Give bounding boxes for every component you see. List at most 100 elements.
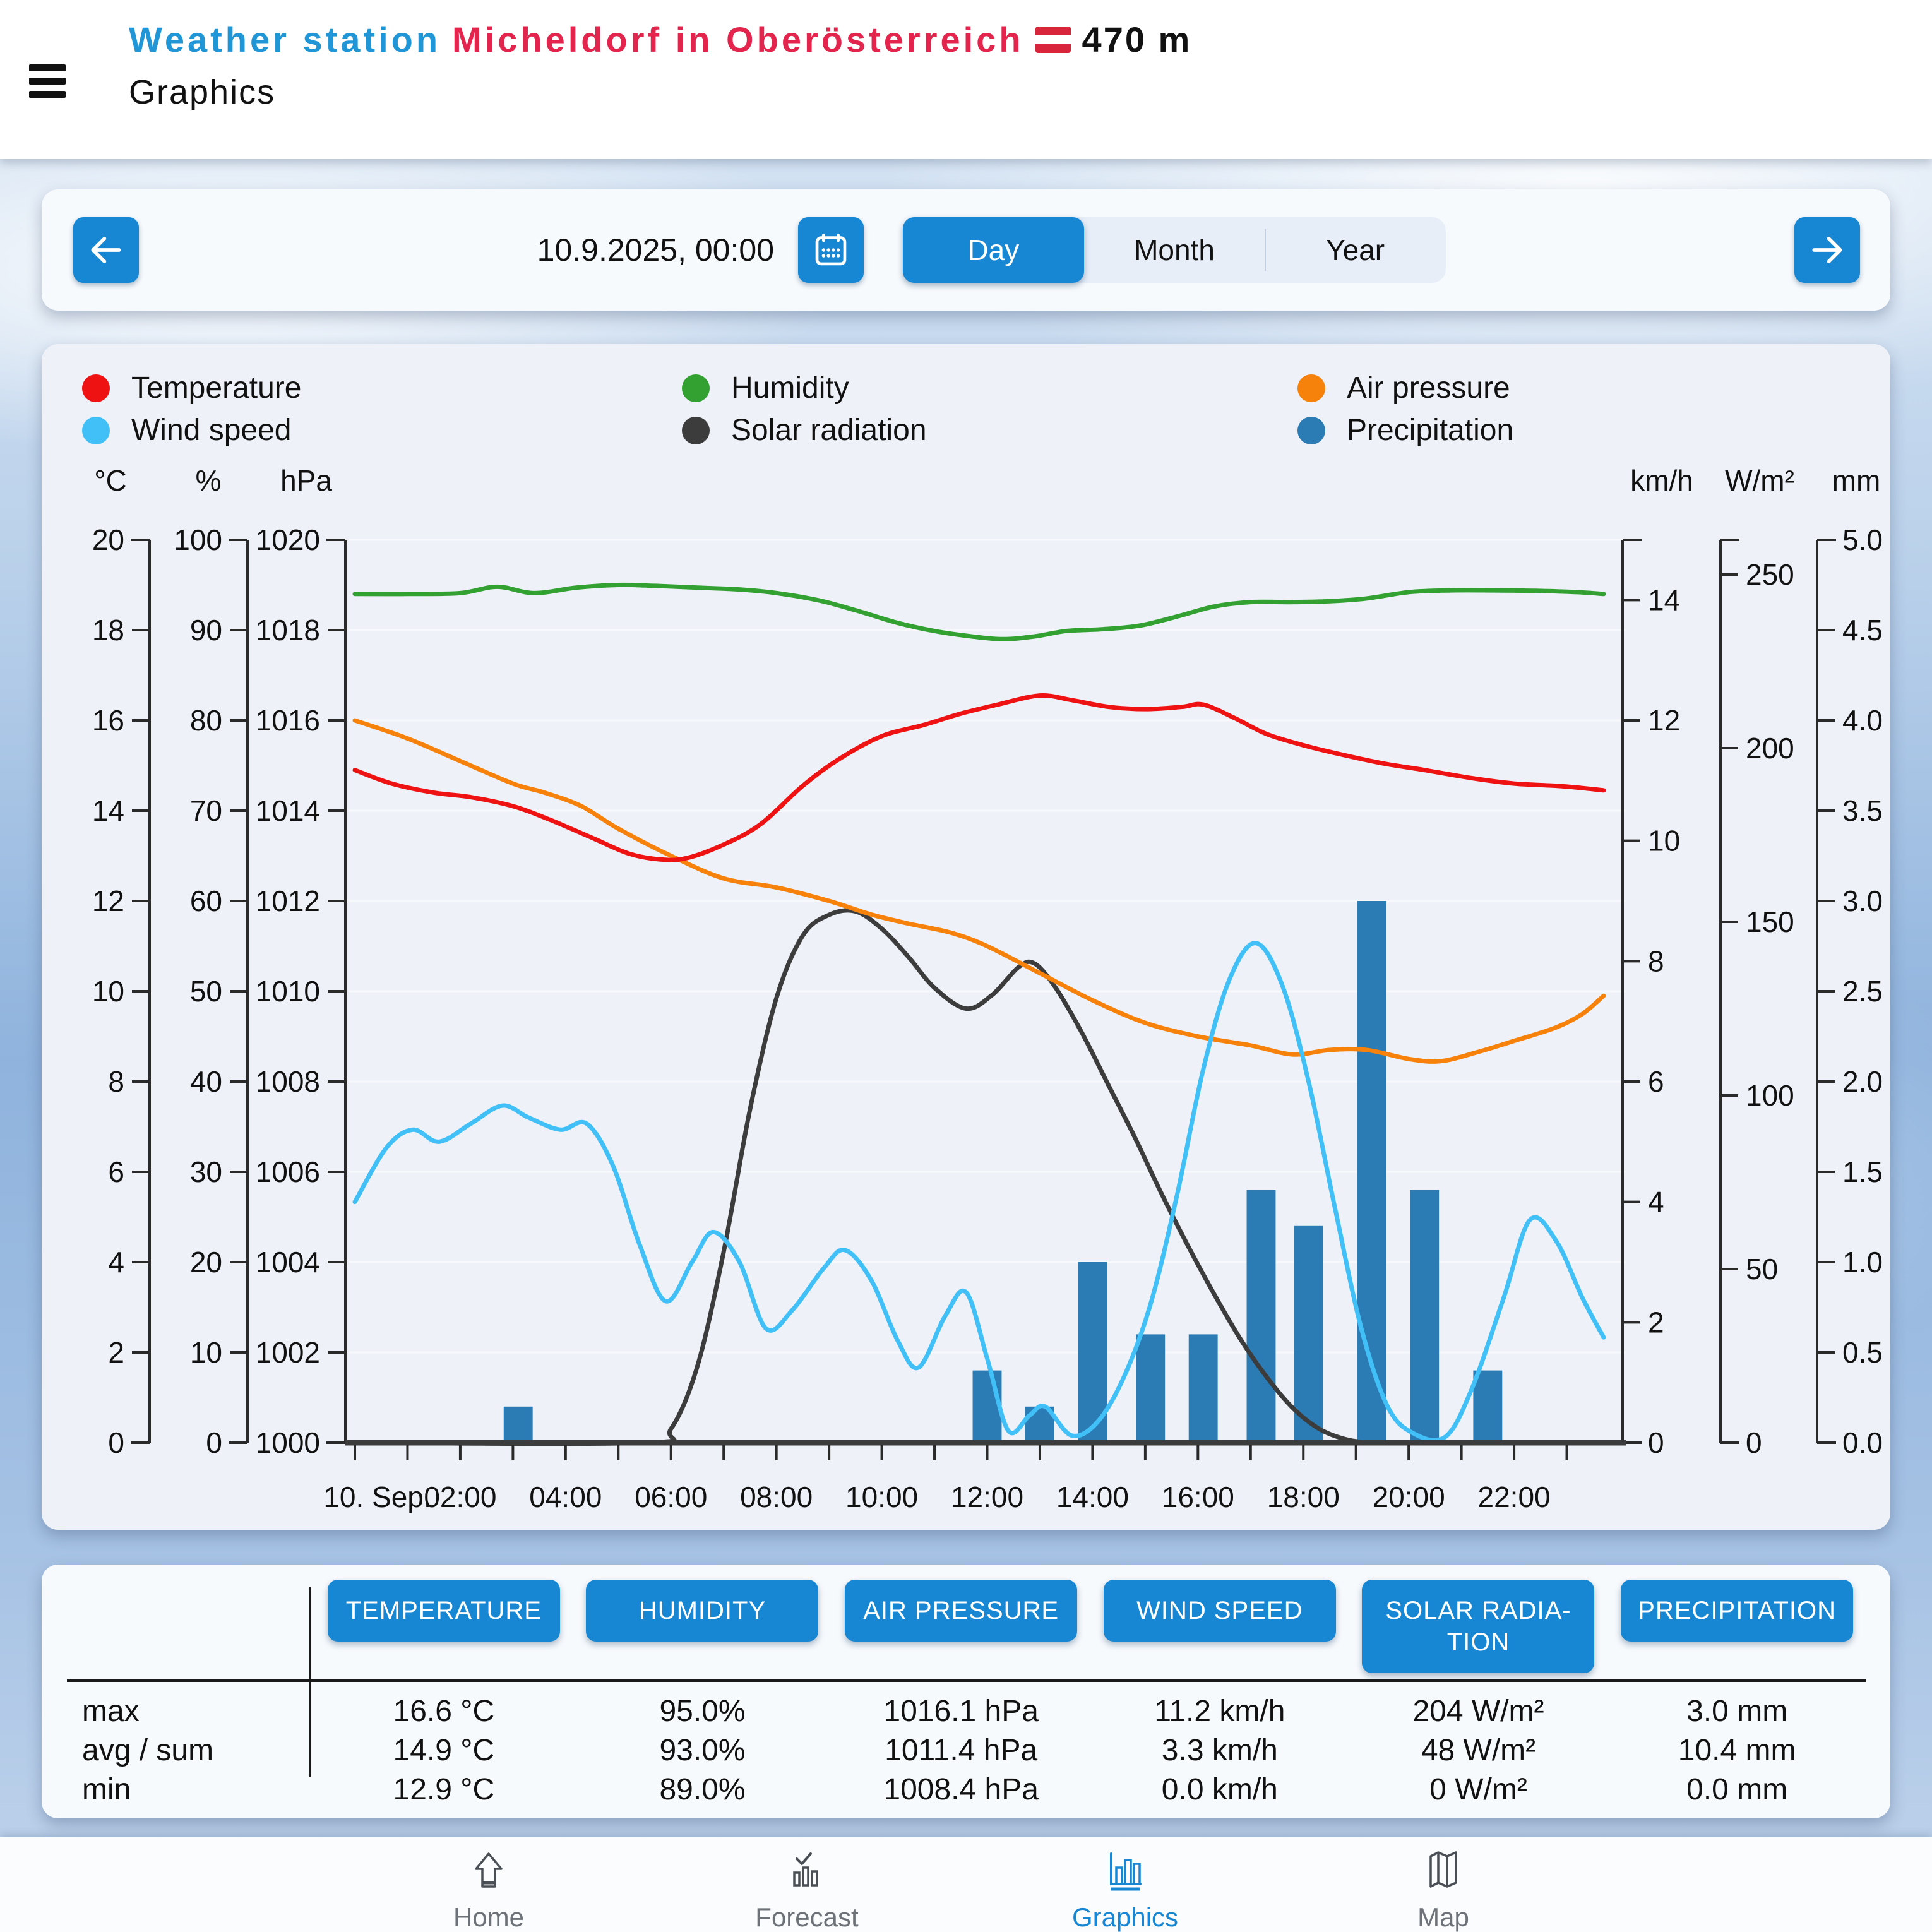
axis-tick-label: 2.0 <box>1842 1065 1883 1098</box>
legend-dot-icon <box>82 416 110 444</box>
nav-label: Graphics <box>1071 1902 1179 1932</box>
axis-unit-label: hPa <box>280 464 332 497</box>
precipitation-bar[interactable] <box>1136 1334 1166 1443</box>
nav-item-graphics[interactable]: Graphics <box>1029 1837 1221 1932</box>
stats-column-button-temperature[interactable]: TEMPERATURE <box>327 1580 560 1642</box>
axis-tick-label: 100 <box>174 523 222 556</box>
x-axis-time-label: 06:00 <box>635 1481 707 1513</box>
axis-tick-label: 1010 <box>256 975 320 1008</box>
axis-tick-label: 30 <box>190 1155 222 1188</box>
station-altitude: 470 m <box>1082 20 1192 59</box>
legend-dot-icon <box>1297 374 1325 402</box>
precipitation-bar[interactable] <box>1188 1334 1218 1443</box>
chart-card: Temperature Wind speed Humidity Solar radia… <box>42 344 1890 1530</box>
stats-value: 93.0% <box>659 1733 746 1767</box>
axis-unit-label: % <box>196 464 222 497</box>
precipitation-bar[interactable] <box>972 1370 1002 1443</box>
axis-tick-label: 2 <box>1648 1306 1664 1339</box>
legend-label: Humidity <box>731 371 849 405</box>
x-axis-time-label: 02:00 <box>424 1481 496 1513</box>
previous-day-button[interactable] <box>73 217 139 283</box>
axis-tick-label: 60 <box>190 885 222 917</box>
legend-column: Air pressure Precipitation <box>1297 371 1890 448</box>
axis-tick-label: 3.0 <box>1842 885 1883 917</box>
arrow-right-icon <box>1812 237 1842 263</box>
precipitation-bar[interactable] <box>1246 1190 1276 1443</box>
precipitation-bar[interactable] <box>1473 1370 1503 1443</box>
range-option-day[interactable]: Day <box>903 217 1084 283</box>
series-line-temperature[interactable] <box>352 693 1606 862</box>
axis-tick-label: 1012 <box>256 885 320 917</box>
axis-tick-label: 0.0 <box>1842 1426 1883 1459</box>
precipitation-bar[interactable] <box>1294 1225 1323 1443</box>
stats-value: 89.0% <box>659 1772 746 1806</box>
stats-value: 0.0 km/h <box>1161 1772 1278 1806</box>
legend-item-solar-radiation[interactable]: Solar radiation <box>682 413 1297 448</box>
axis-tick-label: 200 <box>1746 732 1794 765</box>
stats-value: 14.9 °C <box>393 1733 495 1767</box>
axis-tick-label: 80 <box>190 704 222 737</box>
nav-label: Forecast <box>755 1902 859 1932</box>
stats-value: 1011.4 hPa <box>885 1733 1038 1767</box>
legend-label: Temperature <box>131 371 302 405</box>
axis-tick-label: 50 <box>1746 1253 1778 1285</box>
page-subtitle: Graphics <box>129 73 276 111</box>
legend-item-precipitation[interactable]: Precipitation <box>1297 413 1890 448</box>
axis-tick-label: 40 <box>190 1065 222 1098</box>
axis-tick-label: 12 <box>92 885 124 917</box>
axis-tick-label: 0 <box>1648 1426 1664 1459</box>
axis-tick-label: 6 <box>1648 1065 1664 1098</box>
legend-item-wind-speed[interactable]: Wind speed <box>82 413 682 448</box>
austria-flag-icon <box>1035 26 1071 53</box>
axis-tick-label: 250 <box>1746 558 1794 591</box>
axis-tick-label: 14 <box>1648 583 1680 616</box>
nav-item-forecast[interactable]: Forecast <box>711 1837 903 1932</box>
range-option-month[interactable]: Month <box>1083 217 1265 283</box>
next-day-button[interactable] <box>1794 217 1860 283</box>
map-icon <box>1419 1846 1467 1896</box>
current-date[interactable]: 10.9.2025, 00:00 <box>537 232 774 268</box>
stats-column-button-solar-radia-tion[interactable]: SOLAR RADIA- TION <box>1362 1580 1595 1673</box>
page-title: Weather station Micheldorf in Oberösterr… <box>129 19 1191 112</box>
axis-tick-label: 4 <box>108 1246 124 1279</box>
nav-item-home[interactable]: Home <box>393 1837 585 1932</box>
stats-value: 0.0 mm <box>1686 1772 1788 1806</box>
series-line-wind-speed[interactable] <box>352 941 1606 1443</box>
forecast-icon <box>783 1846 831 1896</box>
stats-column-button-humidity[interactable]: HUMIDITY <box>586 1580 819 1642</box>
legend-dot-icon <box>682 374 710 402</box>
bottom-navigation: Home Forecast Graphics Map <box>0 1837 1932 1932</box>
axis-tick-label: 14 <box>92 794 124 827</box>
stats-column-button-precipitation[interactable]: PRECIPITATION <box>1621 1580 1854 1642</box>
precipitation-bar[interactable] <box>1410 1190 1440 1443</box>
axis-tick-label: 1006 <box>256 1155 320 1188</box>
legend-label: Wind speed <box>131 414 292 447</box>
legend-label: Solar radiation <box>731 414 927 447</box>
stats-value: 10.4 mm <box>1678 1733 1796 1767</box>
stats-value: 48 W/m² <box>1421 1733 1536 1767</box>
nav-item-map[interactable]: Map <box>1347 1837 1539 1932</box>
precipitation-bar[interactable] <box>1357 901 1386 1443</box>
axis-tick-label: 2 <box>108 1336 124 1369</box>
x-axis-time-label: 22:00 <box>1478 1481 1551 1513</box>
axis-tick-label: 50 <box>190 975 222 1008</box>
axis-tick-label: 3.5 <box>1842 794 1883 827</box>
axis-unit-label: mm <box>1832 464 1881 497</box>
axis-tick-label: 1014 <box>256 794 320 827</box>
series-line-air-pressure[interactable] <box>352 718 1606 1064</box>
series-line-solar-radiation[interactable] <box>352 908 1606 1446</box>
legend-item-temperature[interactable]: Temperature <box>82 371 682 405</box>
axis-tick-label: 4.0 <box>1842 704 1883 737</box>
series-line-humidity[interactable] <box>352 582 1606 641</box>
legend-item-air-pressure[interactable]: Air pressure <box>1297 371 1890 405</box>
weather-chart[interactable]: °C02468101214161820%01020304050607080901… <box>42 451 1890 1531</box>
stats-column-button-wind-speed[interactable]: WIND SPEED <box>1103 1580 1336 1642</box>
menu-icon[interactable] <box>29 56 80 106</box>
calendar-button[interactable] <box>798 217 864 283</box>
precipitation-bar[interactable] <box>503 1406 533 1443</box>
legend-item-humidity[interactable]: Humidity <box>682 371 1297 405</box>
range-option-year[interactable]: Year <box>1265 217 1446 283</box>
stats-column-button-air-pressure[interactable]: AIR PRESSURE <box>845 1580 1078 1642</box>
x-axis-time-label: 12:00 <box>951 1481 1023 1513</box>
